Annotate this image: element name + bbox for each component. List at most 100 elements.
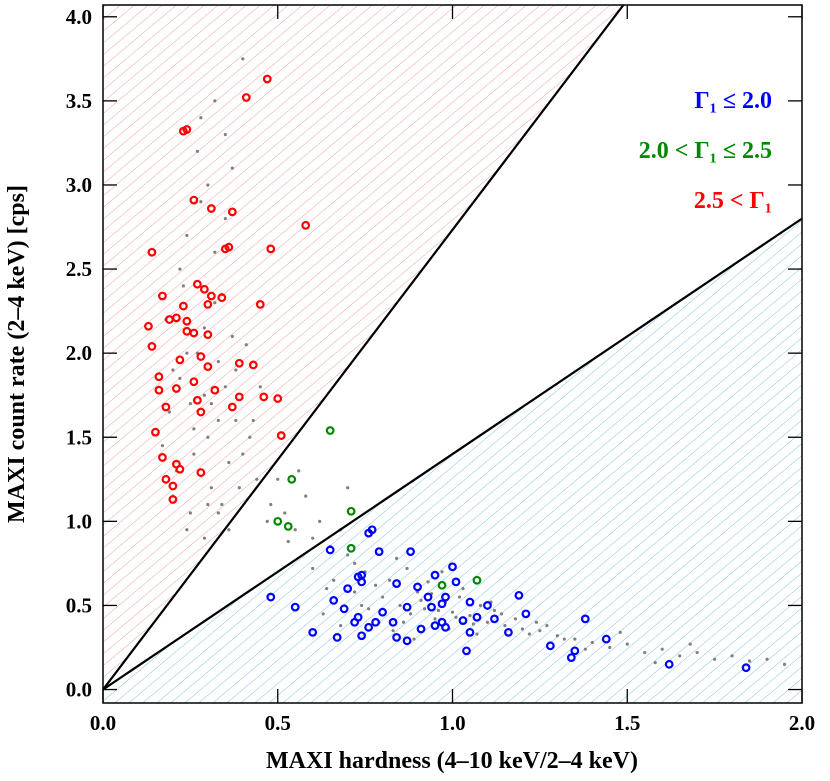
point [381,595,385,599]
point [325,587,329,591]
x-tick-label: 1.5 [614,711,640,735]
point [206,204,216,213]
point [346,506,356,516]
point [325,426,335,435]
point [283,511,287,515]
point [332,578,336,582]
point [147,342,157,351]
y-tick-label: 0.0 [66,678,92,702]
point [234,392,244,402]
point [436,608,441,613]
point [468,613,472,618]
y-tick-label: 1.5 [66,425,92,449]
x-tick-label: 0.0 [90,711,116,735]
point [213,250,217,254]
point [387,578,392,582]
point [276,431,286,440]
point [527,632,531,636]
point [217,293,227,303]
point [325,545,335,555]
point [227,402,237,412]
point [353,561,357,566]
point [266,592,276,602]
point [311,566,315,571]
point [566,653,576,662]
point [147,247,157,257]
point [199,200,203,204]
point [311,536,315,540]
point [199,284,209,294]
point [234,358,244,368]
reference-line [103,217,802,691]
point [490,614,499,624]
point [329,596,339,605]
legend: Γ₁ ≤ 2.0 2.0 < Γ₁ ≤ 2.5 2.5 < Γ₁ [639,88,772,214]
point [304,494,308,498]
point [423,592,433,602]
point [367,607,371,611]
x-tick-label: 0.5 [265,711,291,735]
point [441,592,450,602]
point [499,612,504,616]
point [513,617,518,621]
legend-entry: 2.5 < Γ₁ [694,188,772,214]
point [343,584,353,594]
point [188,402,192,406]
point [171,384,181,393]
point [144,321,153,331]
point [188,511,192,515]
point [244,343,248,347]
point [210,385,220,395]
point [237,486,241,490]
point [765,657,769,661]
point [405,566,409,571]
reference-line [103,5,625,691]
point [255,477,259,481]
point [392,633,401,642]
point [625,642,629,646]
point [398,603,402,608]
point [664,659,674,669]
point [259,392,269,402]
point [472,575,482,585]
point [293,528,297,532]
point [160,444,165,448]
point [216,511,220,515]
point [220,502,224,507]
point [364,622,374,632]
point [521,609,531,619]
point [392,579,401,588]
point [430,621,440,631]
x-axis-label: MAXI hardness (4–10 keV/2–4 keV) [266,748,638,774]
point [457,595,462,599]
y-tick-label: 1.0 [66,509,92,533]
point [171,368,175,372]
point [206,291,216,301]
point [782,662,787,666]
point [227,528,231,532]
point [713,657,717,661]
point [203,362,213,372]
point [308,627,318,637]
y-tick-label: 0.5 [66,593,92,617]
point [534,620,538,624]
point [555,634,559,638]
point [458,616,468,625]
point [422,607,427,611]
point [465,627,475,637]
point [346,486,350,490]
point [485,620,490,624]
point [357,631,367,641]
point [168,481,178,491]
point [695,650,699,655]
point [273,516,283,526]
point [332,633,342,642]
point [255,299,265,309]
y-tick-label: 3.0 [66,173,92,197]
point [230,334,234,338]
point [462,646,471,656]
point [503,624,507,628]
point [175,355,185,365]
hatch-region-hard [103,218,802,703]
point [427,602,436,612]
